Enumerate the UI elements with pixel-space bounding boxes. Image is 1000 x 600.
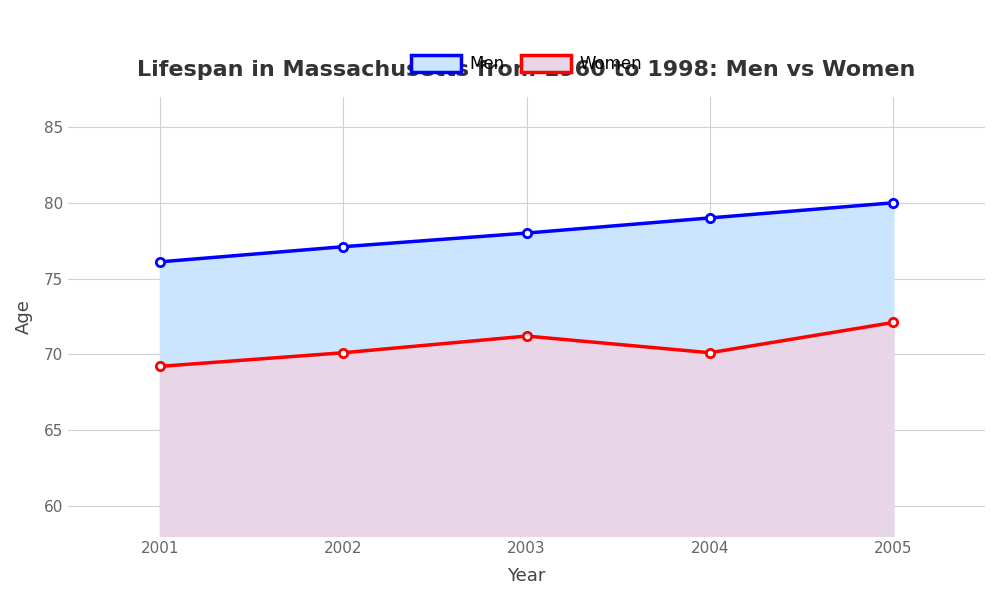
- Legend: Men, Women: Men, Women: [404, 48, 649, 79]
- X-axis label: Year: Year: [507, 567, 546, 585]
- Title: Lifespan in Massachusetts from 1960 to 1998: Men vs Women: Lifespan in Massachusetts from 1960 to 1…: [137, 60, 916, 80]
- Y-axis label: Age: Age: [15, 299, 33, 334]
